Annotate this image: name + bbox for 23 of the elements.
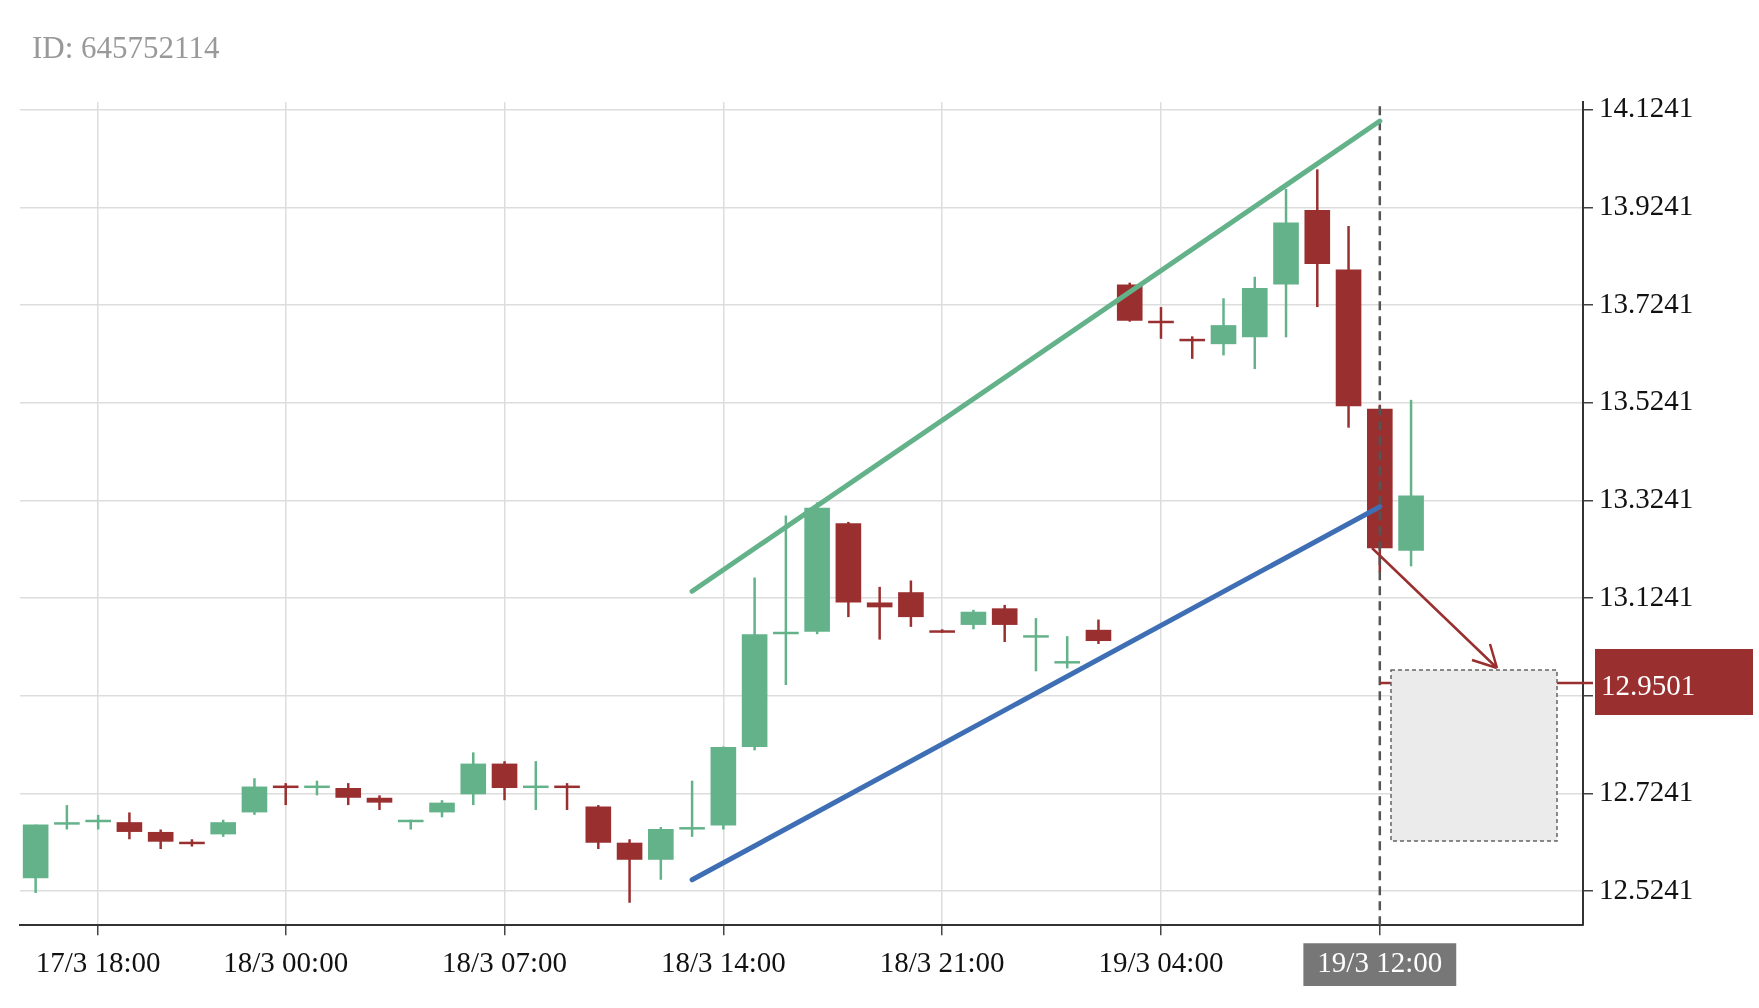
text: ID: 645752114 [32, 30, 220, 66]
candlestick [1023, 616, 1049, 673]
ref-line-label: 12.9501 [1601, 668, 1696, 701]
x-tick-label: 18/3 07:00 [442, 946, 567, 979]
y-tick-label: 12.5241 [1599, 872, 1694, 905]
y-tick-label: 13.5241 [1599, 384, 1694, 417]
candlestick [679, 779, 705, 839]
y-tick-label: 13.1241 [1599, 579, 1694, 612]
candlestick [54, 803, 80, 831]
candlestick [866, 585, 893, 641]
x-tick-label: 18/3 21:00 [879, 946, 1005, 979]
x-tick-label: 18/3 00:00 [223, 946, 349, 979]
x-tick-label: 19/3 04:00 [1098, 946, 1224, 979]
x-tick-label: 17/3 18:00 [35, 946, 161, 979]
x-tick-label: 18/3 14:00 [660, 946, 786, 979]
candlestick [116, 811, 143, 841]
y-tick-label: 13.7241 [1599, 286, 1694, 319]
y-tick-label: 12.7241 [1599, 774, 1694, 807]
candlestick [1054, 634, 1081, 670]
x-tick-label: 19/3 12:00 [1317, 946, 1443, 979]
y-tick-label: 13.9241 [1599, 189, 1694, 222]
y-tick-label: 14.1241 [1599, 91, 1694, 124]
y-tick-label: 13.3241 [1599, 481, 1694, 514]
